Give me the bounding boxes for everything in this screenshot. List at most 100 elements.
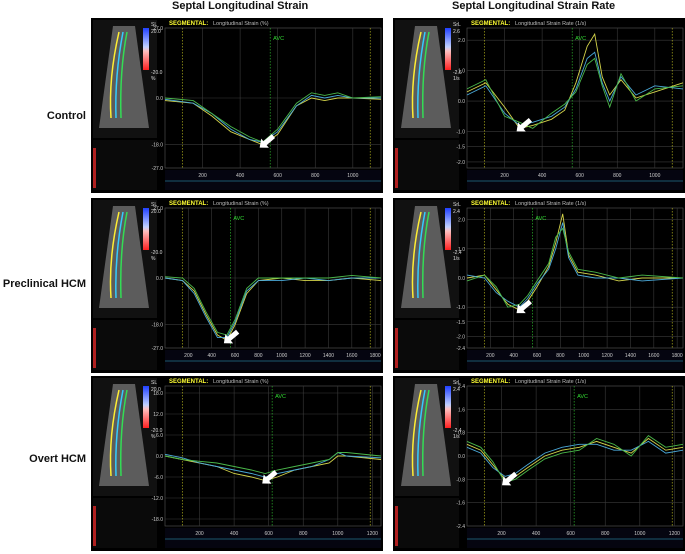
x-tick-label-8: 1800 <box>672 353 683 359</box>
myocardium-trace-green <box>422 211 430 299</box>
y-tick-label-2: 6.0 <box>156 433 163 439</box>
myocardium-trace-green <box>422 389 430 477</box>
row-label-overt-hcm: Overt HCM <box>29 453 86 465</box>
scale-bottom-value: -2.6 <box>453 70 462 76</box>
peak-arrow <box>262 470 278 484</box>
panel-overt-strain-rate: SrL 2.4 -2.4 1/s SEGMENTAL: Longitudinal Stra… <box>393 376 685 551</box>
thumbnail-lower <box>395 498 459 548</box>
scale-label: SrL <box>453 202 461 208</box>
scale-bottom-value: -20.0 <box>151 250 163 256</box>
y-tick-label-2: -18.0 <box>152 323 164 329</box>
x-axis-strip <box>165 170 381 190</box>
x-tick-label-3: 800 <box>601 531 610 537</box>
scale-top-value: 2.6 <box>453 29 460 35</box>
y-tick-label-3: -1.0 <box>456 305 465 311</box>
y-tick-label-3: -27.0 <box>152 346 164 352</box>
thumbnail-marker <box>93 328 96 368</box>
x-tick-label-3: 800 <box>299 531 308 537</box>
scale-unit: % <box>151 434 156 440</box>
x-tick-label-2: 600 <box>533 353 542 359</box>
scale-unit: 1/s <box>453 76 460 82</box>
x-tick-label-0: 200 <box>195 531 204 537</box>
column-title-strain-rate: Septal Longitudinal Strain Rate <box>452 0 616 12</box>
x-axis-strip <box>165 350 381 370</box>
myocardium-trace-green <box>120 31 128 119</box>
x-tick-label-3: 800 <box>254 353 263 359</box>
color-scale-bar <box>143 208 149 250</box>
panel-header-title: Longitudinal Strain Rate (1/s) <box>515 21 586 27</box>
x-tick-label-0: 200 <box>184 353 193 359</box>
scale-top-value: 20.0 <box>151 387 161 393</box>
thumbnail-marker <box>395 328 398 368</box>
y-tick-label-3: 0.0 <box>156 454 163 460</box>
y-tick-label-4: -1.5 <box>456 145 465 151</box>
scale-bottom-value: -20.0 <box>151 70 163 76</box>
x-tick-label-1: 400 <box>538 173 547 179</box>
myocardium-trace-green <box>422 31 430 119</box>
y-tick-label-2: 0.0 <box>458 276 465 282</box>
echo-thumbnail <box>395 20 459 190</box>
panel-control-strain: SL 20.0 -20.0% SEGMENTAL: Longitudinal Strai… <box>91 18 383 193</box>
scale-top-value: 2.4 <box>453 387 460 393</box>
scale-bottom-value: -2.4 <box>453 250 462 256</box>
x-tick-label-0: 200 <box>486 353 495 359</box>
color-scale-bar <box>143 386 149 428</box>
scale-label: SrL <box>453 380 461 386</box>
series-line-1 <box>164 277 381 339</box>
y-tick-label-5: -1.6 <box>456 501 465 507</box>
x-tick-label-3: 800 <box>311 173 320 179</box>
echo-sector <box>401 206 451 308</box>
y-tick-label-2: 0.0 <box>458 99 465 105</box>
series-line-2 <box>164 274 382 336</box>
panel-header-title: Longitudinal Strain (%) <box>213 201 269 207</box>
x-tick-label-4: 1000 <box>332 531 343 537</box>
x-tick-label-0: 200 <box>198 173 207 179</box>
y-tick-label-0: 2.0 <box>458 38 465 44</box>
x-tick-label-2: 600 <box>567 531 576 537</box>
panel-overt-strain: SL 20.0 -20.0% SEGMENTAL: Longitudinal Strai… <box>91 376 383 551</box>
series-line-2 <box>466 57 684 129</box>
echo-sector <box>99 26 149 128</box>
x-tick-label-4: 1000 <box>634 531 645 537</box>
y-tick-label-6: -2.4 <box>456 346 465 352</box>
peak-arrow-shape <box>262 470 278 484</box>
myocardium-trace-yellow <box>411 31 422 119</box>
scale-top-value: 20.0 <box>151 209 161 215</box>
x-tick-label-4: 1000 <box>578 353 589 359</box>
peak-arrow-shape <box>502 471 518 486</box>
scale-bottom-value: -20.0 <box>151 428 163 434</box>
x-tick-label-7: 1600 <box>346 353 357 359</box>
x-axis-strip <box>467 350 683 370</box>
scale-unit: % <box>151 256 156 262</box>
x-tick-label-2: 600 <box>274 173 283 179</box>
myocardium-trace-yellow <box>109 211 120 299</box>
thumbnail-lower <box>395 320 459 370</box>
series-line-0 <box>164 97 382 146</box>
echo-sector <box>401 26 451 128</box>
y-tick-label-6: -18.0 <box>152 517 164 523</box>
x-tick-label-5: 1200 <box>300 353 311 359</box>
series-line-2 <box>466 227 684 308</box>
series-line-2 <box>164 92 382 143</box>
scale-top-value: 20.0 <box>151 29 161 35</box>
myocardium-trace-cyan <box>115 389 124 477</box>
series-line-0 <box>466 437 684 480</box>
panel-header-title: Longitudinal Strain (%) <box>213 379 269 385</box>
myocardium-trace-yellow <box>411 211 422 299</box>
panel-header-segmental: SEGMENTAL: <box>471 201 510 207</box>
myocardium-trace-green <box>120 389 128 477</box>
echo-sector <box>99 384 149 486</box>
series-line-2 <box>466 435 684 483</box>
x-tick-label-4: 1000 <box>276 353 287 359</box>
y-tick-label-5: -2.0 <box>456 160 465 166</box>
panel-header-title: Longitudinal Strain Rate (1/s) <box>515 201 586 207</box>
x-tick-label-5: 1200 <box>367 531 378 537</box>
myocardium-trace-cyan <box>115 31 124 119</box>
y-tick-label-0: 2.0 <box>458 218 465 224</box>
panel-header-title: Longitudinal Strain (%) <box>213 21 269 27</box>
myocardium-trace-cyan <box>417 211 426 299</box>
x-axis-strip <box>467 528 683 548</box>
y-tick-label-0: 18.0 <box>153 391 163 397</box>
scale-label: SL <box>151 22 157 28</box>
y-tick-label-0: 27.0 <box>153 206 163 212</box>
